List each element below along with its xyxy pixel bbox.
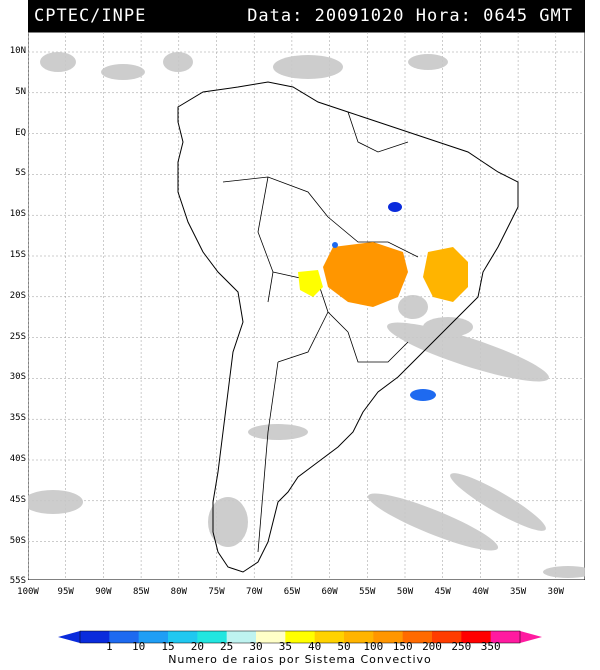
- lat-label: 50S: [9, 535, 26, 546]
- lat-label: 5N: [15, 86, 26, 97]
- colorbar-segment: [226, 631, 257, 643]
- lon-label: 45W: [434, 587, 451, 597]
- lon-label: 35W: [509, 587, 527, 597]
- map-grid: [28, 32, 585, 580]
- lon-label: 50W: [396, 587, 414, 597]
- lat-label: 15S: [9, 250, 26, 260]
- map-header: CPTEC/INPE Data: 20091020 Hora: 0645 GMT: [28, 0, 585, 32]
- lat-label: 40S: [9, 454, 26, 464]
- colorbar-tick-label: 30: [249, 640, 263, 653]
- colorbar-segment: [432, 631, 462, 643]
- colorbar-segment: [373, 631, 404, 643]
- lightning-map: [28, 32, 585, 580]
- colorbar-tick-label: 10: [132, 640, 146, 653]
- lon-label: 70W: [246, 587, 263, 597]
- south-america-outline: [177, 81, 519, 573]
- lon-label: 55W: [359, 587, 376, 597]
- colorbar-tick-label: 200: [422, 640, 442, 653]
- colorbar-tick-label: 35: [278, 640, 292, 653]
- colorbar-left-arrow: [58, 631, 80, 643]
- colorbar-tick-label: 20: [190, 640, 204, 653]
- lon-label: 75W: [208, 587, 225, 597]
- lon-label: 60W: [321, 587, 338, 597]
- colorbar-segment: [402, 631, 433, 643]
- colorbar-title: Numero de raios por Sistema Convectivo: [168, 653, 432, 666]
- colorbar-segment: [344, 631, 374, 643]
- colorbar-tick-label: 25: [220, 640, 234, 653]
- colorbar-segment: [138, 631, 169, 643]
- source-label: CPTEC/INPE: [34, 6, 147, 26]
- lat-label: 20S: [9, 290, 26, 301]
- colorbar-segment: [197, 631, 228, 643]
- lon-label: 80W: [170, 587, 187, 597]
- colorbar-tick-label: 100: [363, 640, 384, 653]
- lat-label: 10S: [9, 209, 26, 220]
- colorbar-tick-label: 40: [308, 640, 322, 653]
- colorbar-segment: [168, 631, 198, 643]
- lat-label: 30S: [9, 372, 26, 383]
- colorbar-right-arrow: [520, 631, 542, 643]
- lon-label: 100W: [17, 587, 39, 597]
- colorbar-segment: [490, 631, 521, 643]
- colorbar-segment: [285, 631, 316, 643]
- lon-label: 65W: [283, 587, 301, 597]
- colorbar-segment: [314, 631, 345, 643]
- colorbar-segment: [256, 631, 286, 643]
- lon-label: 30W: [547, 587, 564, 597]
- lat-label: 25S: [9, 331, 26, 342]
- lightning-cells: [298, 202, 468, 401]
- lon-label: 90W: [95, 587, 112, 597]
- cloud-cover: [28, 52, 585, 578]
- lat-label: 10N: [9, 46, 26, 56]
- colorbar-tick-label: 150: [392, 640, 413, 653]
- colorbar-tick-label: 350: [480, 640, 501, 653]
- lat-label: 55S: [9, 576, 26, 587]
- lon-label: 40W: [472, 587, 489, 597]
- lat-label: 45S: [9, 494, 26, 505]
- colorbar-segment: [461, 631, 492, 643]
- colorbar-segment: [109, 631, 140, 643]
- datetime-label: Data: 20091020 Hora: 0645 GMT: [247, 6, 573, 26]
- lat-label: EQ: [15, 127, 26, 138]
- lat-label: 5S: [15, 168, 26, 179]
- colorbar-tick-label: 15: [161, 640, 175, 653]
- colorbar-tick-label: 250: [451, 640, 472, 653]
- colorbar-segment: [80, 631, 110, 643]
- lon-label: 85W: [132, 587, 150, 597]
- colorbar-tick-label: 1: [106, 640, 113, 653]
- colorbar-tick-label: 50: [337, 640, 351, 653]
- colorbar: [58, 630, 542, 644]
- lon-label: 95W: [57, 587, 74, 597]
- lat-label: 35S: [9, 413, 26, 424]
